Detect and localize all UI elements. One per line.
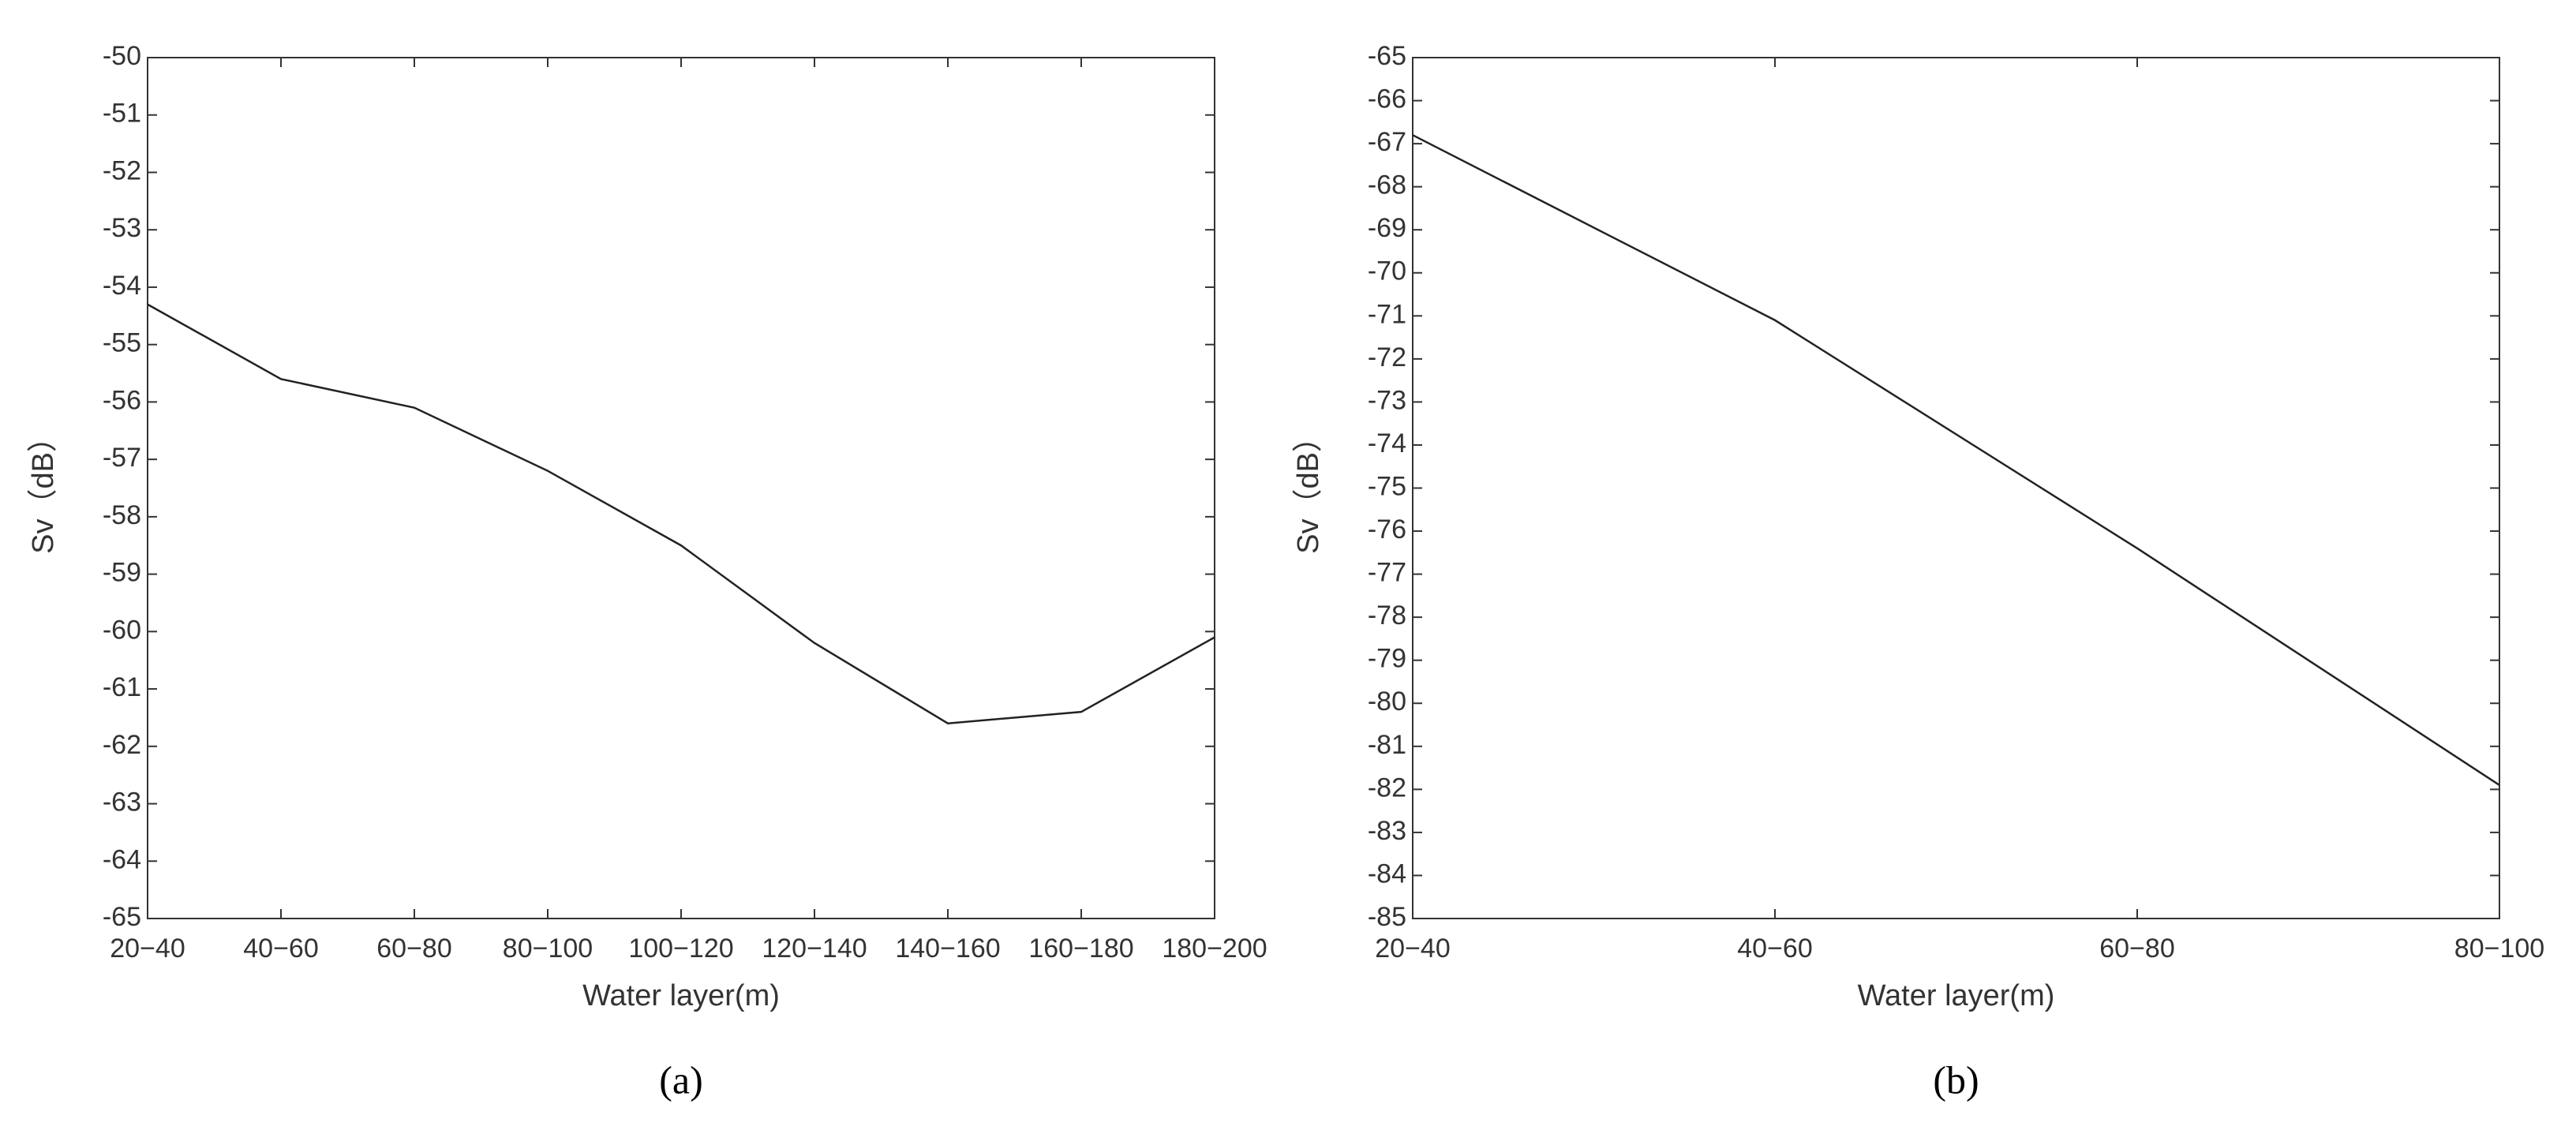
y-tick-label: -75 [1368, 471, 1406, 501]
y-tick-label: -68 [1368, 170, 1406, 200]
y-tick-label: -61 [103, 672, 141, 702]
y-tick-label: -60 [103, 615, 141, 645]
y-tick-label: -50 [103, 41, 141, 71]
y-tick-label: -83 [1368, 816, 1406, 846]
x-tick-label: 180−200 [1162, 934, 1267, 963]
x-tick-label: 160−180 [1028, 934, 1133, 963]
x-tick-label: 80−100 [503, 934, 593, 963]
y-axis-title: Sv（dB） [1292, 422, 1325, 554]
y-tick-label: -76 [1368, 514, 1406, 544]
y-tick-label: -65 [103, 902, 141, 932]
y-tick-label: -80 [1368, 687, 1406, 717]
y-tick-label: -77 [1368, 558, 1406, 588]
y-tick-label: -67 [1368, 127, 1406, 157]
y-tick-label: -81 [1368, 730, 1406, 760]
x-axis-title: Water layer(m) [1858, 979, 2055, 1012]
y-tick-label: -85 [1368, 902, 1406, 932]
caption: (a) [659, 1057, 703, 1102]
y-tick-label: -59 [103, 558, 141, 588]
x-tick-label: 20−40 [110, 934, 185, 963]
x-tick-label: 100−120 [628, 934, 733, 963]
data-line [1412, 134, 2500, 786]
y-tick-label: -70 [1368, 256, 1406, 286]
x-tick-label: 140−160 [895, 934, 1000, 963]
y-tick-label: -73 [1368, 385, 1406, 415]
x-tick-label: 60−80 [376, 934, 452, 963]
y-tick-label: -65 [1368, 41, 1406, 71]
y-tick-label: -63 [103, 788, 141, 818]
x-tick-label: 120−140 [762, 934, 867, 963]
plot-frame [1412, 57, 2500, 919]
y-tick-label: -62 [103, 730, 141, 760]
y-tick-label: -82 [1368, 773, 1406, 803]
caption: (b) [1933, 1057, 1979, 1102]
x-tick-label: 40−60 [243, 934, 319, 963]
y-tick-label: -78 [1368, 601, 1406, 630]
y-tick-label: -51 [103, 99, 141, 129]
x-tick-label: 80−100 [2454, 934, 2544, 963]
y-tick-label: -53 [103, 213, 141, 243]
y-tick-label: -74 [1368, 428, 1406, 458]
data-line [147, 303, 1215, 724]
x-tick-label: 20−40 [1375, 934, 1451, 963]
plot-frame [147, 57, 1215, 919]
x-tick-label: 40−60 [1737, 934, 1813, 963]
y-tick-label: -66 [1368, 84, 1406, 114]
y-tick-label: -71 [1368, 299, 1406, 329]
y-tick-label: -58 [103, 500, 141, 530]
x-axis-title: Water layer(m) [582, 979, 780, 1012]
y-tick-label: -52 [103, 155, 141, 185]
y-tick-label: -57 [103, 443, 141, 473]
y-tick-label: -84 [1368, 859, 1406, 889]
y-axis-title: Sv（dB） [27, 422, 60, 554]
y-tick-label: -72 [1368, 342, 1406, 372]
y-tick-label: -64 [103, 844, 141, 874]
y-tick-label: -69 [1368, 213, 1406, 243]
y-tick-label: -56 [103, 385, 141, 415]
y-tick-label: -54 [103, 271, 141, 301]
y-tick-label: -79 [1368, 644, 1406, 674]
x-tick-label: 60−80 [2099, 934, 2175, 963]
y-tick-label: -55 [103, 328, 141, 358]
